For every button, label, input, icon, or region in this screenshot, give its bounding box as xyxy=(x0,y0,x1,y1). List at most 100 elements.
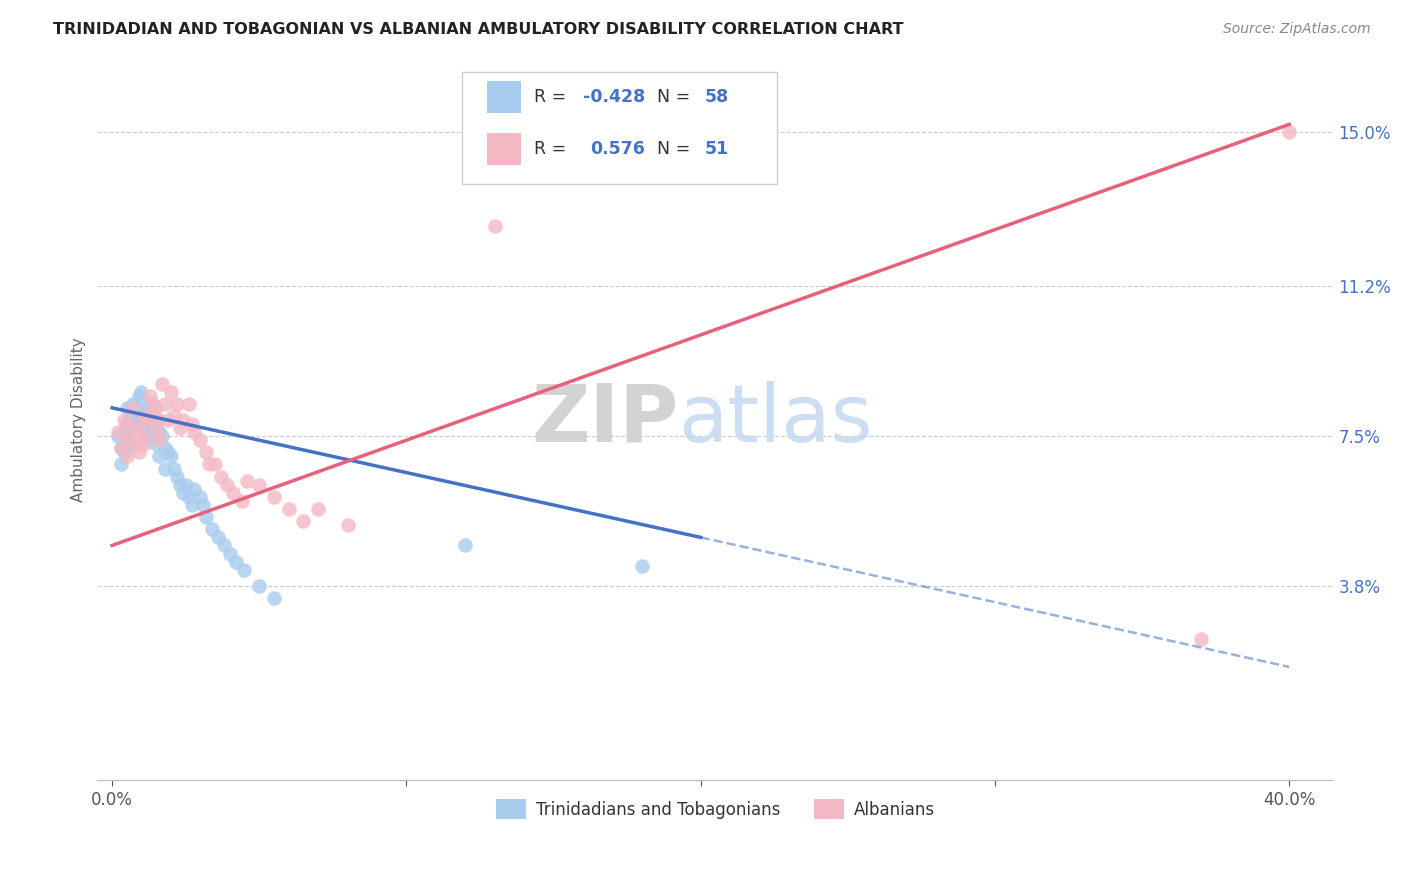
Point xyxy=(180,417,202,431)
Point xyxy=(209,469,232,483)
Point xyxy=(307,502,329,516)
Text: N =: N = xyxy=(657,140,696,158)
Point xyxy=(169,421,191,435)
Point xyxy=(134,413,156,427)
Point xyxy=(166,397,188,411)
Point xyxy=(139,421,162,435)
Point xyxy=(128,389,150,403)
Point xyxy=(263,490,285,504)
Text: R =: R = xyxy=(534,140,571,158)
Point xyxy=(207,530,229,544)
Point xyxy=(172,485,194,500)
Point xyxy=(1189,632,1212,646)
Point xyxy=(630,558,652,573)
Point xyxy=(131,409,153,423)
Point xyxy=(115,450,138,464)
Point xyxy=(222,485,245,500)
Text: TRINIDADIAN AND TOBAGONIAN VS ALBANIAN AMBULATORY DISABILITY CORRELATION CHART: TRINIDADIAN AND TOBAGONIAN VS ALBANIAN A… xyxy=(53,22,904,37)
Point xyxy=(201,522,224,536)
Point xyxy=(128,425,150,439)
Point xyxy=(247,477,270,491)
Point xyxy=(193,498,215,512)
Point xyxy=(128,425,150,439)
Point xyxy=(107,425,129,439)
Point xyxy=(139,389,162,403)
Point xyxy=(183,425,205,439)
Text: atlas: atlas xyxy=(678,381,873,459)
Point xyxy=(121,401,143,415)
Point xyxy=(292,514,315,528)
Point xyxy=(131,384,153,399)
Point xyxy=(150,376,173,391)
Point xyxy=(145,401,167,415)
Point xyxy=(134,421,156,435)
FancyBboxPatch shape xyxy=(486,133,522,165)
Point xyxy=(172,413,194,427)
Point xyxy=(139,413,162,427)
Point xyxy=(110,442,132,456)
Point xyxy=(247,579,270,593)
Text: -0.428: -0.428 xyxy=(583,88,645,106)
Point xyxy=(484,219,506,233)
Point xyxy=(121,429,143,443)
Point xyxy=(124,413,146,427)
Point xyxy=(156,413,179,427)
FancyBboxPatch shape xyxy=(486,81,522,113)
Point xyxy=(163,409,186,423)
Point xyxy=(198,458,221,472)
Point xyxy=(336,518,359,533)
Point xyxy=(225,555,247,569)
Point xyxy=(177,397,200,411)
FancyBboxPatch shape xyxy=(463,72,778,184)
Point xyxy=(177,490,200,504)
Point xyxy=(183,482,205,496)
Point xyxy=(139,397,162,411)
Point xyxy=(121,421,143,435)
Point xyxy=(218,547,240,561)
Point xyxy=(212,539,235,553)
Point xyxy=(153,397,176,411)
Point xyxy=(153,442,176,456)
Point xyxy=(112,425,135,439)
Point xyxy=(204,458,226,472)
Point xyxy=(169,477,191,491)
Point xyxy=(150,429,173,443)
Point xyxy=(145,413,167,427)
Point xyxy=(121,397,143,411)
Text: ZIP: ZIP xyxy=(531,381,678,459)
Point xyxy=(142,429,165,443)
Point xyxy=(131,429,153,443)
Point xyxy=(118,417,141,431)
Point xyxy=(195,445,218,459)
Point xyxy=(153,461,176,475)
Point xyxy=(124,437,146,451)
Point xyxy=(148,413,170,427)
Point xyxy=(188,433,211,447)
Text: 58: 58 xyxy=(704,88,728,106)
Point xyxy=(145,425,167,439)
Point xyxy=(118,409,141,423)
Point xyxy=(110,442,132,456)
Point xyxy=(118,433,141,447)
Text: N =: N = xyxy=(657,88,696,106)
Point xyxy=(188,490,211,504)
Text: 0.576: 0.576 xyxy=(591,140,645,158)
Point xyxy=(134,401,156,415)
Text: 51: 51 xyxy=(704,140,728,158)
Point xyxy=(110,458,132,472)
Point xyxy=(136,409,159,423)
Point xyxy=(134,437,156,451)
Text: R =: R = xyxy=(534,88,571,106)
Point xyxy=(180,498,202,512)
Point xyxy=(160,384,183,399)
Point xyxy=(156,445,179,459)
Point xyxy=(115,433,138,447)
Point xyxy=(233,563,256,577)
Point xyxy=(160,450,183,464)
Point xyxy=(1278,126,1301,140)
Point xyxy=(166,469,188,483)
Point xyxy=(128,445,150,459)
Point xyxy=(131,429,153,443)
Point xyxy=(142,397,165,411)
Point xyxy=(124,437,146,451)
